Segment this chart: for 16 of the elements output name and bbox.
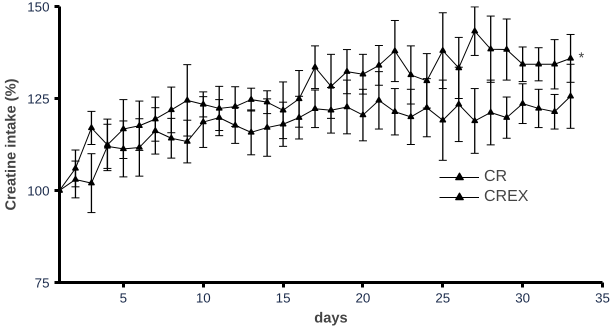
x-axis-title: days (314, 310, 348, 326)
x-tick-label: 20 (356, 290, 370, 306)
y-axis-title: Creatine intake (%) (3, 78, 20, 210)
x-tick-label: 10 (196, 290, 211, 306)
y-tick-label: 125 (27, 92, 50, 106)
x-tick-label: 15 (276, 290, 291, 306)
annotation: * (578, 50, 585, 66)
x-tick-label: 25 (435, 290, 450, 306)
y-tick-label: 75 (34, 276, 50, 290)
y-tick-label: 150 (27, 0, 50, 14)
x-tick-label: 5 (120, 290, 128, 306)
x-tick-label: 35 (595, 290, 610, 306)
legend-label: CREX (484, 188, 528, 206)
legend-label: CR (484, 168, 508, 186)
y-tick-label: 100 (27, 184, 50, 198)
x-tick-label: 30 (515, 290, 530, 306)
